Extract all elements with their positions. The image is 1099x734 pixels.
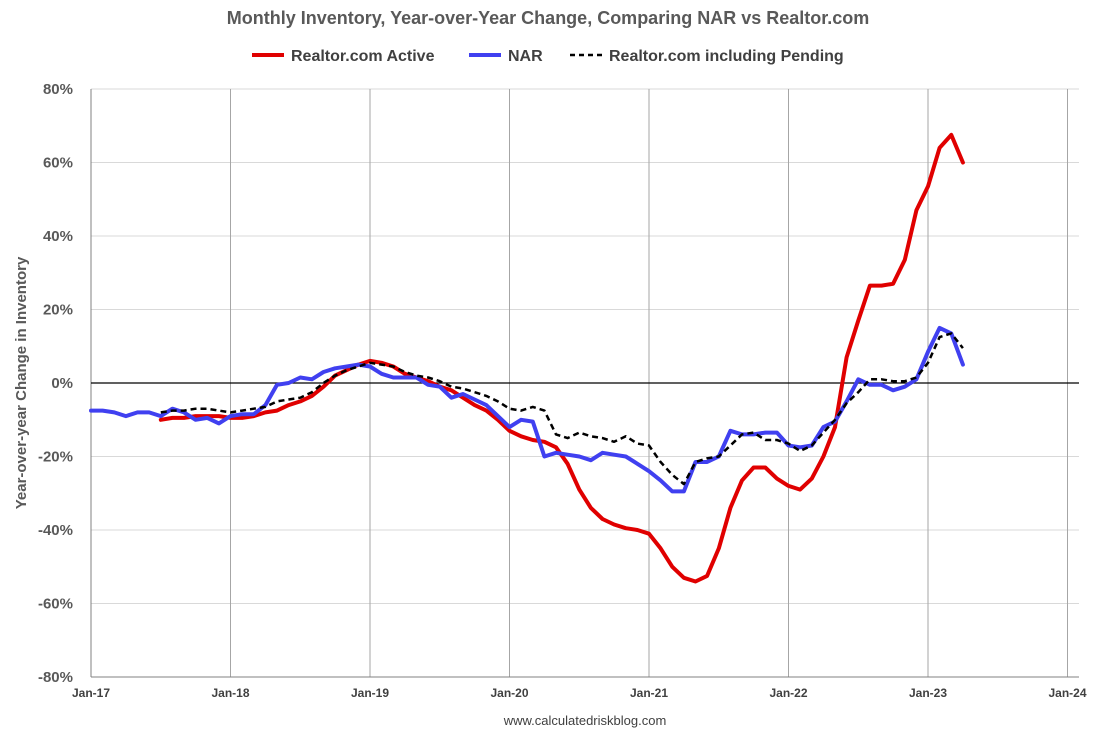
x-tick-label: Jan-19 <box>351 686 389 700</box>
x-tick-label: Jan-21 <box>630 686 668 700</box>
footer-source: www.calculatedriskblog.com <box>503 713 667 728</box>
x-tick-label: Jan-20 <box>490 686 528 700</box>
y-tick-label: 0% <box>51 375 73 392</box>
data-series <box>89 132 965 584</box>
y-axis-label: Year-over-year Change in Inventory <box>13 256 30 509</box>
y-tick-label: -40% <box>38 522 73 539</box>
chart-title: Monthly Inventory, Year-over-Year Change… <box>227 8 870 28</box>
y-tick-label: -20% <box>38 449 73 466</box>
legend-label-realtor-active: Realtor.com Active <box>291 48 435 65</box>
x-tick-label: Jan-17 <box>72 686 110 700</box>
series-nar-line <box>89 325 965 494</box>
tick-labels: 80% 60% 40% 20% 0% -20% -40% -60% -80%Jan-17 Jan-… <box>38 81 1087 700</box>
y-tick-label: 60% <box>43 155 73 172</box>
series-realtor-active-line <box>158 132 965 584</box>
y-tick-label: -60% <box>38 596 73 613</box>
y-tick-label: 20% <box>43 302 73 319</box>
x-tick-label: Jan-23 <box>909 686 947 700</box>
x-tick-label: Jan-18 <box>211 686 249 700</box>
y-tick-label: -80% <box>38 669 73 686</box>
y-tick-label: 40% <box>43 228 73 245</box>
legend: Realtor.com Active NAR Realtor.com inclu… <box>252 48 844 65</box>
x-tick-label: Jan-24 <box>1048 686 1086 700</box>
axes <box>90 89 1079 678</box>
y-tick-label: 80% <box>43 81 73 98</box>
legend-label-realtor-pending: Realtor.com including Pending <box>609 48 844 65</box>
x-tick-label: Jan-22 <box>769 686 807 700</box>
legend-label-nar: NAR <box>508 48 543 65</box>
